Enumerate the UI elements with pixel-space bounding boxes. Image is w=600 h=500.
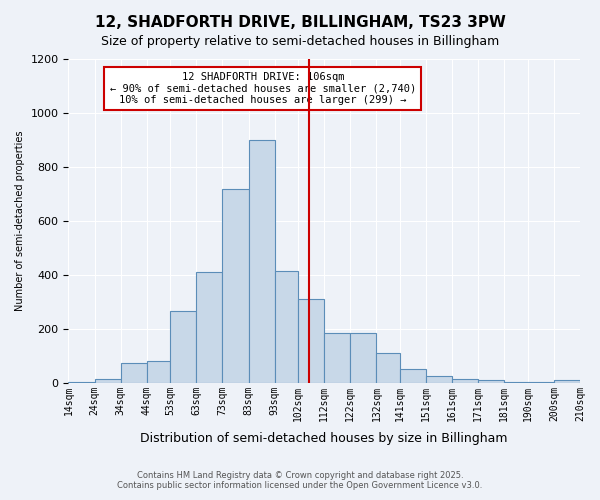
X-axis label: Distribution of semi-detached houses by size in Billingham: Distribution of semi-detached houses by … bbox=[140, 432, 508, 445]
Bar bbox=[196, 272, 223, 383]
Text: Contains HM Land Registry data © Crown copyright and database right 2025.
Contai: Contains HM Land Registry data © Crown c… bbox=[118, 470, 482, 490]
Bar bbox=[528, 382, 554, 383]
Bar bbox=[324, 333, 350, 383]
Bar bbox=[554, 380, 580, 383]
Bar bbox=[298, 299, 324, 383]
Text: 12 SHADFORTH DRIVE: 106sqm
← 90% of semi-detached houses are smaller (2,740)
10%: 12 SHADFORTH DRIVE: 106sqm ← 90% of semi… bbox=[110, 72, 416, 105]
Bar bbox=[275, 271, 298, 383]
Bar bbox=[350, 333, 376, 383]
Bar bbox=[68, 382, 95, 383]
Bar bbox=[426, 376, 452, 383]
Bar bbox=[478, 380, 505, 383]
Bar bbox=[95, 379, 121, 383]
Bar bbox=[400, 370, 426, 383]
Bar bbox=[147, 362, 170, 383]
Bar bbox=[452, 379, 478, 383]
Bar bbox=[121, 362, 147, 383]
Y-axis label: Number of semi-detached properties: Number of semi-detached properties bbox=[15, 130, 25, 311]
Bar bbox=[376, 353, 400, 383]
Text: 12, SHADFORTH DRIVE, BILLINGHAM, TS23 3PW: 12, SHADFORTH DRIVE, BILLINGHAM, TS23 3P… bbox=[95, 15, 505, 30]
Bar bbox=[223, 188, 248, 383]
Bar bbox=[170, 312, 196, 383]
Bar bbox=[248, 140, 275, 383]
Text: Size of property relative to semi-detached houses in Billingham: Size of property relative to semi-detach… bbox=[101, 35, 499, 48]
Bar bbox=[505, 382, 528, 383]
